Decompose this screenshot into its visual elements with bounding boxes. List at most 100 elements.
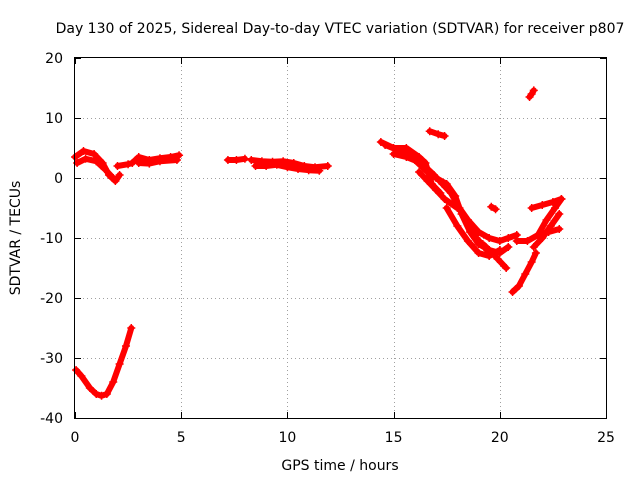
x-tick-label: 0: [71, 430, 80, 446]
data-point: [423, 177, 432, 185]
data-point: [389, 150, 398, 158]
data-point: [155, 157, 164, 166]
data-point: [262, 162, 271, 170]
data-point: [527, 204, 536, 212]
data-point: [493, 255, 502, 263]
series-line: [135, 157, 180, 167]
series-arc-15: [478, 240, 511, 272]
series-arc-8: [251, 160, 324, 175]
data-point: [376, 138, 385, 146]
series-arc-2: [73, 154, 118, 182]
data-point: [487, 202, 496, 211]
plot-frame: [74, 57, 607, 419]
data-point: [504, 234, 513, 242]
series-arc-16: [508, 249, 540, 296]
data-point: [294, 165, 303, 173]
data-point: [440, 132, 449, 140]
data-point: [512, 237, 521, 245]
data-point: [415, 168, 424, 176]
series-arc-6: [223, 154, 249, 164]
x-tick-label: 20: [491, 430, 509, 446]
data-point: [283, 163, 292, 172]
data-point: [81, 154, 90, 163]
data-point: [134, 159, 143, 167]
data-point: [100, 165, 109, 173]
grid-lines: [75, 58, 606, 418]
data-point: [240, 154, 249, 163]
data-point: [514, 282, 523, 290]
data-point: [145, 159, 154, 168]
series-line: [535, 196, 565, 238]
series-line: [528, 196, 565, 211]
x-axis-label: GPS time / hours: [281, 458, 398, 474]
data-point: [551, 204, 560, 212]
data-point: [115, 171, 124, 179]
data-point: [548, 198, 557, 206]
data-point: [127, 324, 136, 332]
data-point: [124, 160, 133, 169]
series-arc-23: [487, 202, 500, 214]
chart-title: Day 130 of 2025, Sidereal Day-to-day VTE…: [56, 21, 625, 37]
data-point: [432, 186, 441, 194]
data-point: [534, 231, 543, 239]
x-tick-label: 5: [177, 430, 186, 446]
data-point: [92, 390, 101, 398]
data-point: [474, 249, 483, 257]
data-point: [113, 162, 122, 170]
data-point: [555, 210, 564, 218]
data-point: [109, 174, 118, 182]
data-point: [485, 234, 494, 242]
data-point: [402, 153, 411, 161]
y-axis-label: SDTVAR / TECUs: [8, 181, 24, 296]
data-point: [425, 127, 434, 136]
x-tick-labels: 0 5 10 15 20 25: [71, 430, 615, 446]
y-tick-label: -40: [40, 411, 63, 427]
data-point: [402, 144, 411, 152]
data-point: [555, 225, 564, 233]
data-point: [538, 234, 547, 242]
series-line: [479, 241, 510, 271]
series-arc-22: [525, 86, 538, 101]
data-point: [504, 243, 513, 251]
data-point: [381, 141, 390, 149]
x-tick-label: 15: [385, 430, 403, 446]
series-arc-5: [72, 324, 136, 400]
data-point: [429, 171, 438, 179]
data-point: [440, 195, 449, 203]
data-point: [446, 189, 455, 197]
data-point: [272, 160, 281, 169]
data-point: [121, 342, 130, 350]
data-point: [491, 205, 500, 214]
data-point: [315, 166, 324, 175]
data-point: [90, 150, 99, 158]
data-point: [474, 228, 483, 236]
data-point: [527, 258, 536, 266]
series-arc-19: [534, 195, 566, 239]
data-point: [508, 288, 517, 296]
data-point: [323, 162, 332, 170]
series-line: [73, 325, 135, 399]
data-point: [453, 222, 462, 230]
series-arc-4: [134, 156, 181, 168]
y-tick-label: -10: [40, 231, 63, 247]
data-point: [232, 156, 241, 164]
data-point: [223, 156, 232, 164]
data-point: [495, 246, 504, 254]
data-point: [77, 372, 86, 380]
data-point: [485, 246, 494, 254]
data-point: [529, 86, 538, 95]
data-point: [92, 157, 101, 166]
data-point: [472, 234, 481, 242]
x-tick-label: 10: [278, 430, 296, 446]
data-point: [102, 390, 111, 398]
data-point: [453, 201, 462, 209]
y-tick-labels: -40 -30 -20 -10 0 10 20: [40, 51, 63, 427]
data-point: [531, 249, 540, 257]
series-arc-20: [527, 195, 566, 212]
y-tick-label: 0: [54, 171, 63, 187]
y-tick-label: -30: [40, 351, 63, 367]
data-point: [85, 384, 94, 392]
data-point: [557, 195, 566, 203]
data-point: [97, 391, 106, 400]
